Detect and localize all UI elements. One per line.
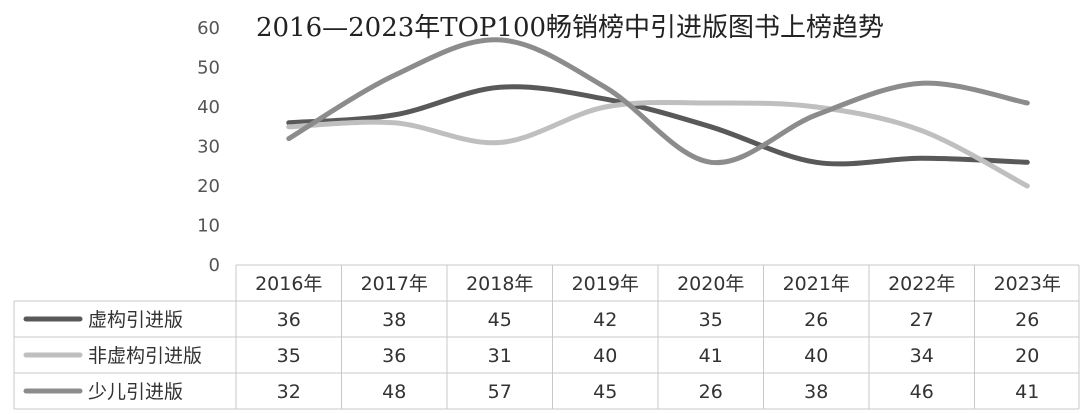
- y-axis: 0 10 20 30 40 50 60: [197, 18, 220, 276]
- y-tick-label: 60: [197, 18, 220, 39]
- x-category-label: 2020年: [677, 273, 744, 295]
- y-tick-label: 0: [209, 255, 220, 276]
- legend-label: 非虚构引进版: [88, 345, 202, 367]
- table-cell-value: 40: [804, 345, 828, 367]
- table-cell-value: 35: [699, 309, 723, 331]
- table-cell-value: 48: [382, 381, 406, 403]
- y-tick-label: 10: [197, 216, 220, 237]
- series-line-2: [286, 99, 1030, 189]
- table-cell-value: 38: [804, 381, 828, 403]
- table-cell-value: 45: [593, 381, 617, 403]
- x-category-label: 2022年: [888, 273, 955, 295]
- table-cell-value: 20: [1015, 345, 1039, 367]
- y-tick-label: 50: [197, 58, 220, 79]
- table-cell-value: 35: [277, 345, 301, 367]
- table-cell-value: 41: [1015, 381, 1039, 403]
- x-category-label: 2017年: [361, 273, 428, 295]
- legend-label: 少儿引进版: [88, 381, 183, 403]
- x-category-label: 2016年: [255, 273, 322, 295]
- series-line-1: [286, 84, 1030, 167]
- table-cell-value: 40: [593, 345, 617, 367]
- legend-label: 虚构引进版: [88, 309, 183, 331]
- chart-title: 2016—2023年TOP100畅销榜中引进版图书上榜趋势: [256, 13, 884, 43]
- table-cell-value: 26: [699, 381, 723, 403]
- x-category-label: 2018年: [466, 273, 533, 295]
- table-cell-value: 27: [910, 309, 934, 331]
- y-tick-label: 40: [197, 97, 220, 118]
- x-category-label: 2021年: [783, 273, 850, 295]
- table-cell-value: 45: [488, 309, 512, 331]
- table-cell-value: 57: [488, 381, 512, 403]
- x-category-label: 2023年: [994, 273, 1061, 295]
- table-cell-value: 46: [910, 381, 934, 403]
- data-table: 2016年 2017年 2018年 2019年 2020年 2021年 2022年 2023年…: [13, 264, 1080, 410]
- series-line-3: [286, 37, 1030, 166]
- table-cell-value: 34: [910, 345, 934, 367]
- table-cell-value: 31: [488, 345, 512, 367]
- table-cell-value: 36: [277, 309, 301, 331]
- table-cell-value: 26: [1015, 309, 1039, 331]
- plot-area: [286, 37, 1030, 189]
- table-cell-value: 32: [277, 381, 301, 403]
- table-cell-value: 26: [804, 309, 828, 331]
- y-tick-label: 30: [197, 137, 220, 158]
- y-tick-label: 20: [197, 176, 220, 197]
- table-cell-value: 41: [699, 345, 723, 367]
- table-cell-value: 42: [593, 309, 617, 331]
- x-category-label: 2019年: [572, 273, 639, 295]
- table-cell-value: 36: [382, 345, 406, 367]
- table-cell-value: 38: [382, 309, 406, 331]
